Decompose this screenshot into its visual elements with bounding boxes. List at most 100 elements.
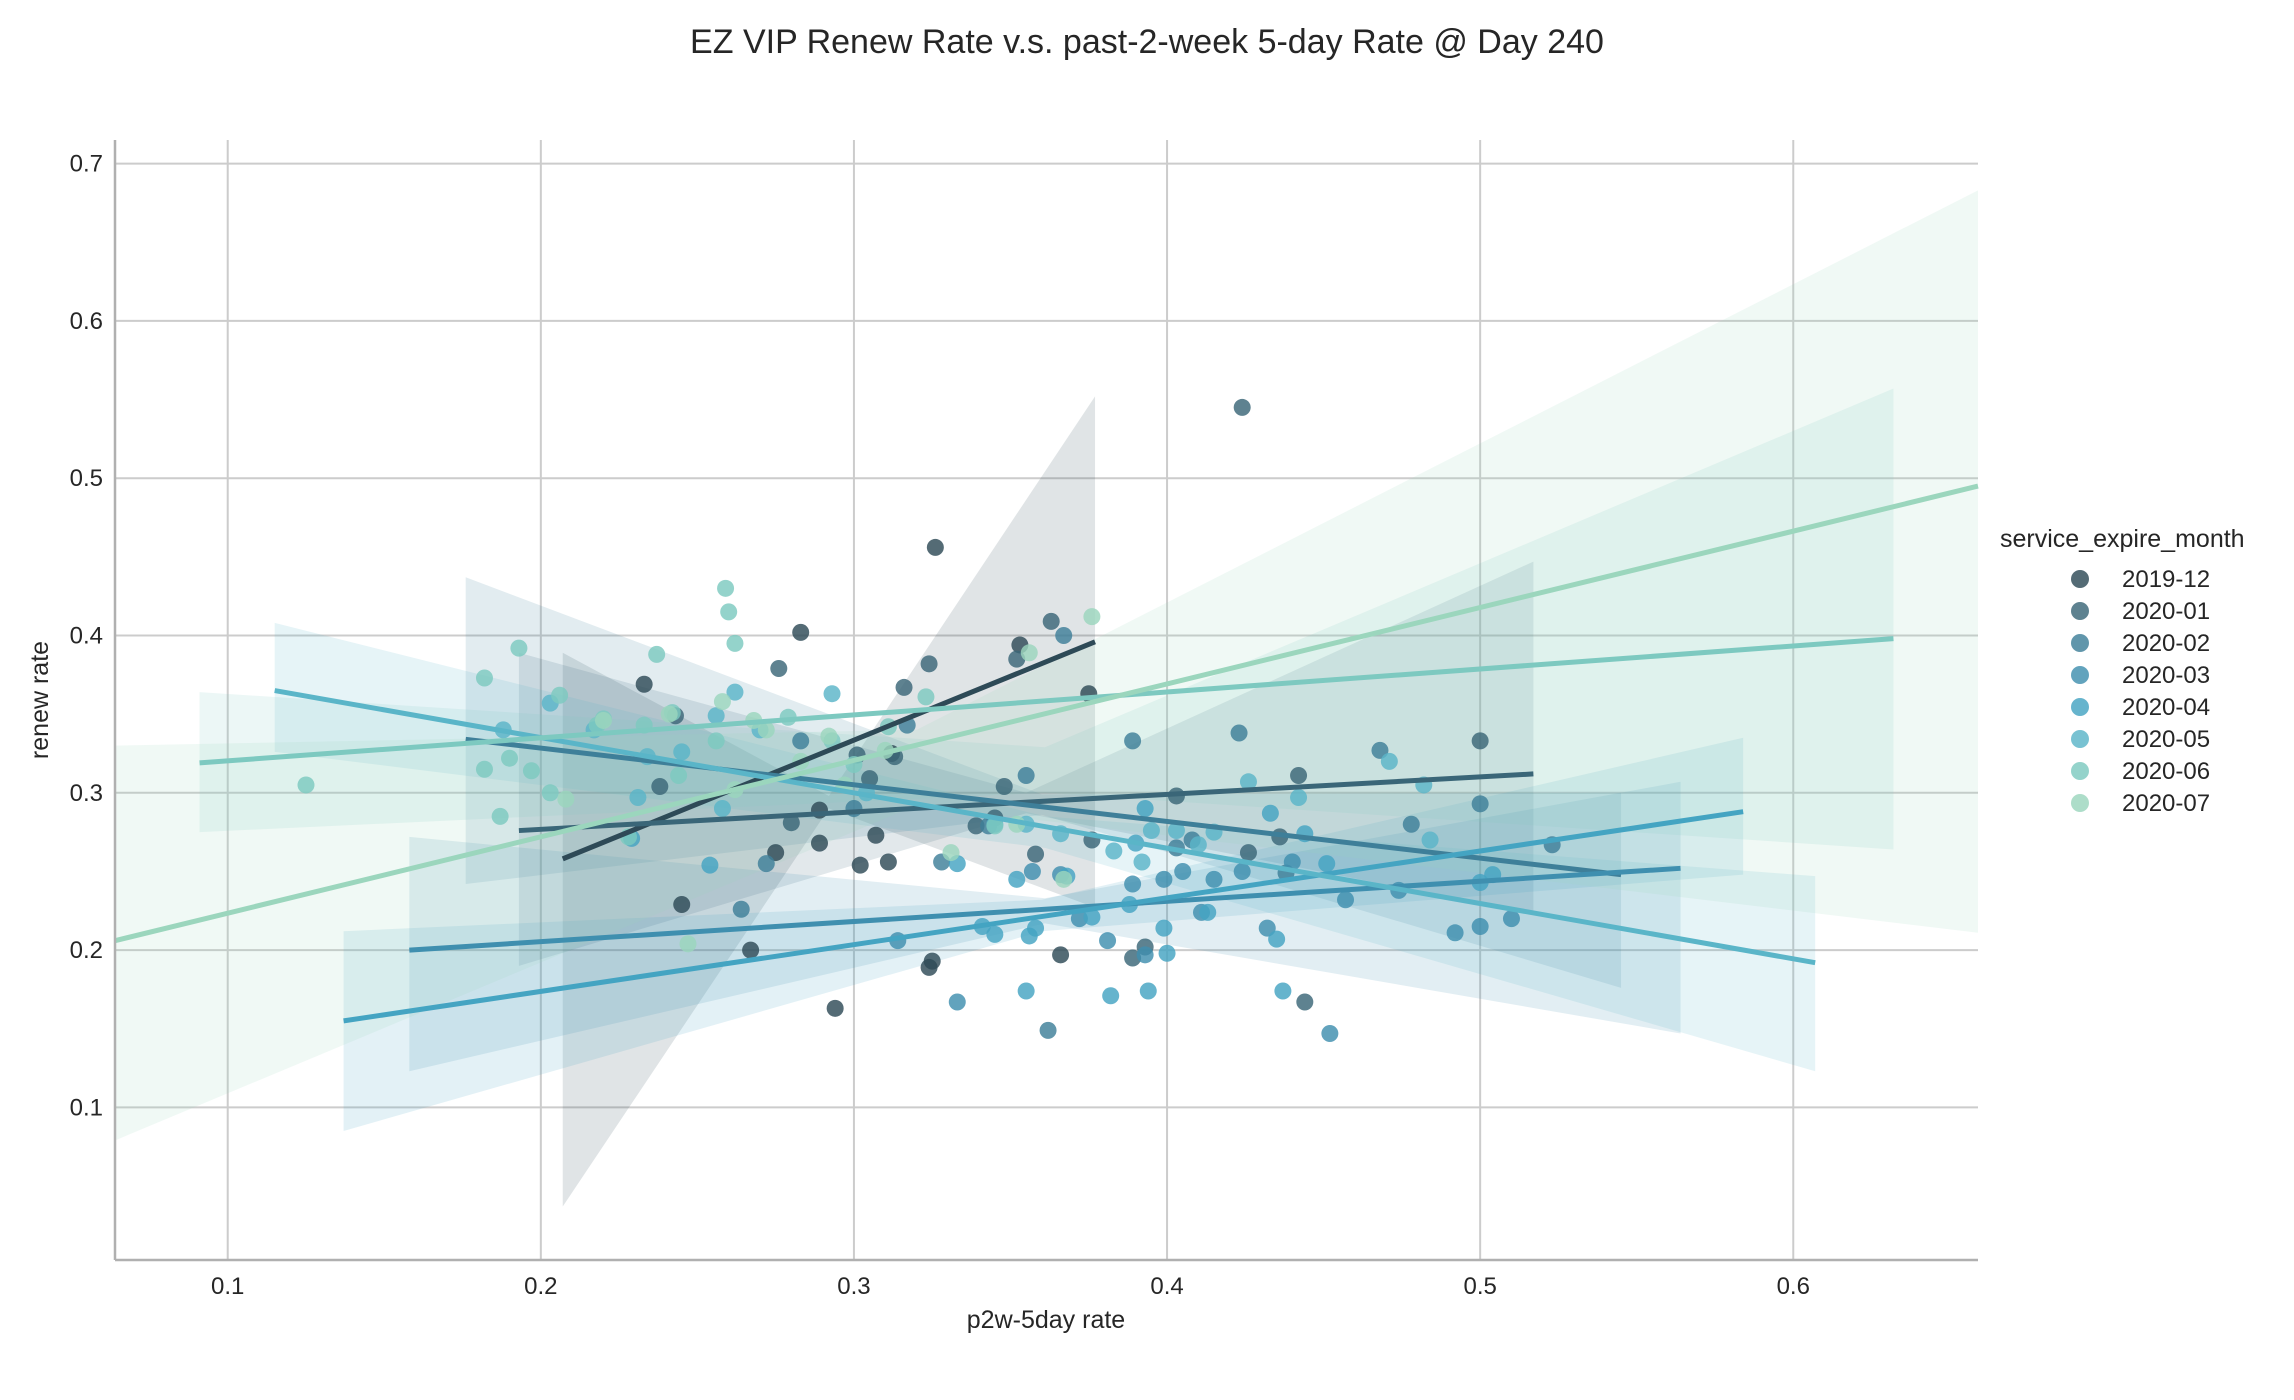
data-point [1189, 836, 1207, 854]
data-point [1102, 987, 1120, 1005]
data-point [557, 790, 575, 808]
data-point [1274, 982, 1292, 1000]
data-point [1205, 870, 1223, 888]
data-point [522, 762, 540, 780]
data-point [861, 770, 879, 788]
data-point [707, 707, 725, 725]
data-point [1139, 982, 1157, 1000]
data-point [1105, 842, 1123, 860]
legend-marker [2071, 634, 2089, 652]
y-tick-label: 0.5 [70, 465, 103, 492]
data-point [917, 688, 935, 706]
x-tick-label: 0.4 [1150, 1273, 1183, 1300]
data-point [1055, 870, 1073, 888]
data-point [926, 538, 944, 556]
tick-labels: 0.1 0.2 0.3 0.4 0.5 0.6 0.1 0.2 0.3 0.4 0.5 0.6 0.7 [70, 151, 1810, 1300]
legend-marker [2071, 762, 2089, 780]
data-point [475, 760, 493, 778]
regression-line [114, 483, 1979, 944]
data-point [1239, 773, 1257, 791]
data-point [1502, 910, 1520, 928]
data-point [986, 817, 1004, 835]
y-axis-label: renew rate [26, 641, 54, 759]
data-point [648, 645, 666, 663]
data-point [1261, 804, 1279, 822]
data-point [895, 678, 913, 696]
y-tick-label: 0.2 [70, 937, 103, 964]
data-point [920, 655, 938, 673]
data-point [1296, 993, 1314, 1011]
data-point [1318, 855, 1336, 873]
data-point [995, 778, 1013, 796]
legend-marker [2071, 570, 2089, 588]
data-point [1155, 919, 1173, 937]
data-point [1268, 930, 1286, 948]
data-point [1174, 862, 1192, 880]
legend-label: 2020-07 [2122, 790, 2210, 817]
data-point [879, 853, 897, 871]
data-point [810, 834, 828, 852]
data-point [1155, 870, 1173, 888]
y-tick-label: 0.3 [70, 780, 103, 807]
data-point [713, 800, 731, 818]
legend-label: 2020-01 [2122, 598, 2210, 625]
data-point [1008, 650, 1026, 668]
data-point [1042, 612, 1060, 630]
legend-marker [2071, 666, 2089, 684]
data-point [673, 895, 691, 913]
data-point [986, 925, 1004, 943]
y-tick-label: 0.7 [70, 151, 103, 178]
legend-label: 2020-04 [2122, 694, 2210, 721]
x-tick-label: 0.2 [524, 1273, 557, 1300]
data-point [1158, 944, 1176, 962]
data-point [475, 669, 493, 687]
data-point [717, 579, 735, 597]
data-point [1421, 831, 1439, 849]
data-point [541, 784, 559, 802]
data-point [1133, 853, 1151, 871]
x-tick-label: 0.3 [837, 1273, 870, 1300]
data-point [713, 693, 731, 711]
data-point [1083, 608, 1101, 626]
data-point [679, 935, 697, 953]
data-point [851, 856, 869, 874]
data-point [1239, 844, 1257, 862]
data-point [1039, 1021, 1057, 1039]
data-point [1027, 919, 1045, 937]
y-tick-label: 0.4 [70, 623, 103, 650]
legend: service_expire_month 2019-12 2020-01 2020-… [2000, 525, 2245, 817]
axes [113, 140, 1978, 1262]
data-point [491, 807, 509, 825]
data-point [1167, 822, 1185, 840]
data-point [701, 856, 719, 874]
data-point [501, 749, 519, 767]
legend-marker [2071, 602, 2089, 620]
confidence-band [409, 781, 1681, 1072]
data-point [867, 826, 885, 844]
data-point [726, 683, 744, 701]
data-point [948, 993, 966, 1011]
data-point [1055, 627, 1073, 645]
data-point [1337, 891, 1355, 909]
data-point [1199, 903, 1217, 921]
data-point [757, 721, 775, 739]
data-point [1290, 767, 1308, 785]
x-tick-label: 0.6 [1777, 1273, 1810, 1300]
data-point [1070, 910, 1088, 928]
regression-lines [114, 483, 1979, 1024]
data-point [707, 732, 725, 750]
data-point [1008, 870, 1026, 888]
data-point [726, 634, 744, 652]
data-point [1020, 644, 1038, 662]
data-point [670, 767, 688, 785]
data-point [1471, 918, 1489, 936]
data-point [1142, 822, 1160, 840]
data-point [1027, 845, 1045, 863]
data-point [923, 952, 941, 970]
data-point [1017, 767, 1035, 785]
data-point [1321, 1024, 1339, 1042]
x-axis-label: p2w-5day rate [967, 1306, 1125, 1334]
data-point [942, 844, 960, 862]
data-point [629, 789, 647, 807]
y-tick-label: 0.1 [70, 1094, 103, 1121]
